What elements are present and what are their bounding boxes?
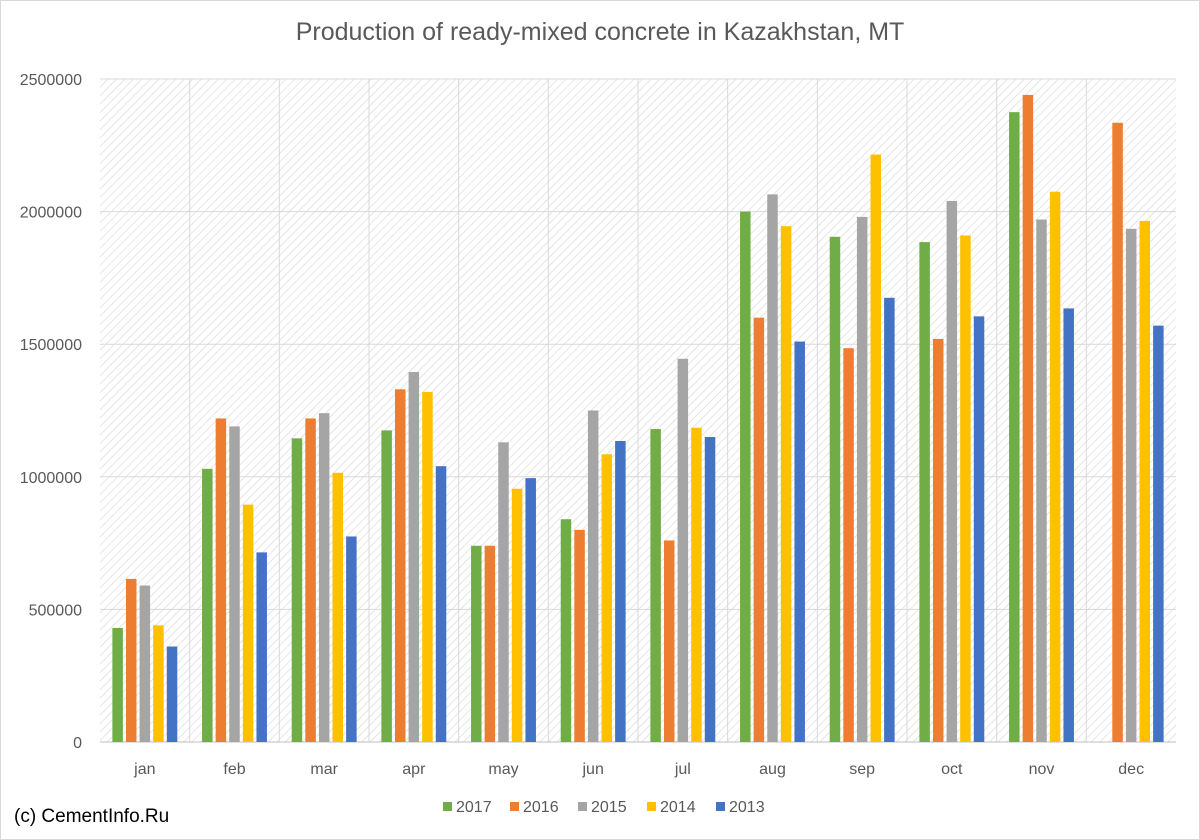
bar-2017-nov (1009, 112, 1020, 742)
bar-2014-jul (691, 427, 702, 742)
x-category-label: sep (849, 761, 875, 778)
bar-2015-jan (139, 585, 151, 742)
bar-2016-jun (574, 529, 585, 742)
bar-2017-feb (202, 468, 213, 742)
x-category-label: nov (1029, 761, 1055, 778)
legend-swatch-2015 (578, 802, 587, 811)
bar-2014-nov (1049, 191, 1061, 742)
legend-swatch-2014 (647, 802, 656, 811)
x-category-label: jul (674, 761, 691, 778)
bar-2014-feb (242, 504, 254, 742)
legend-swatch-2013 (716, 802, 725, 811)
x-category-label: feb (223, 761, 245, 778)
bar-2015-feb (229, 426, 240, 742)
bar-2013-nov (1063, 308, 1074, 742)
bar-2016-dec (1112, 122, 1123, 743)
bar-2013-may (525, 478, 536, 742)
x-category-label: oct (941, 761, 963, 778)
bar-2016-feb (215, 418, 227, 742)
x-category-label: dec (1118, 761, 1144, 778)
bar-2017-apr (381, 430, 392, 742)
legend-label-2015: 2015 (591, 799, 627, 816)
bar-2014-apr (422, 391, 433, 742)
legend-label-2016: 2016 (523, 799, 559, 816)
bar-2013-sep (884, 297, 895, 742)
legend-swatch-2017 (443, 802, 452, 811)
bar-2015-dec (1125, 228, 1137, 742)
bar-2013-aug (794, 341, 805, 742)
chart-title: Production of ready-mixed concrete in Ka… (295, 18, 905, 46)
bar-2016-jan (125, 578, 137, 742)
legend-swatch-2016 (510, 802, 519, 811)
bar-2014-jun (601, 454, 613, 742)
bar-2013-feb (256, 552, 267, 742)
bar-2016-nov (1022, 94, 1034, 743)
bar-2016-sep (843, 348, 854, 742)
bar-2017-jul (650, 429, 661, 742)
bar-2017-aug (740, 211, 751, 743)
bar-2013-jul (704, 437, 716, 742)
bar-2015-nov (1036, 219, 1047, 742)
y-tick-label: 1000000 (20, 470, 82, 487)
bar-2017-jun (560, 519, 572, 742)
legend-label-2014: 2014 (660, 799, 696, 816)
y-tick-label: 2000000 (20, 205, 82, 222)
bar-2013-jun (615, 440, 626, 742)
bar-2016-aug (753, 317, 765, 742)
bar-2014-mar (332, 472, 344, 742)
bar-2014-oct (960, 235, 971, 742)
bar-2014-jan (153, 625, 164, 742)
x-category-label: aug (759, 761, 786, 778)
bar-2014-dec (1139, 220, 1151, 742)
legend-label-2013: 2013 (729, 799, 765, 816)
bar-2014-may (511, 488, 523, 742)
copyright-text: (c) CementInfo.Ru (14, 806, 170, 827)
bar-2017-may (471, 545, 482, 742)
bar-2016-jul (663, 540, 675, 742)
x-category-label: apr (402, 761, 426, 778)
bar-2015-oct (946, 200, 958, 742)
bar-2016-apr (394, 389, 406, 742)
bar-2016-may (484, 545, 496, 742)
x-category-label: jan (133, 761, 155, 778)
y-tick-label: 0 (73, 735, 82, 752)
bar-2016-oct (932, 338, 944, 742)
bar-2013-apr (435, 466, 447, 742)
bar-2014-aug (780, 226, 792, 742)
y-tick-label: 500000 (29, 602, 82, 619)
bar-2017-oct (919, 242, 930, 742)
bar-2015-jul (677, 358, 689, 742)
bar-2013-jan (166, 646, 178, 742)
x-category-label: mar (310, 761, 338, 778)
bar-2017-mar (291, 438, 303, 742)
bar-2014-sep (870, 154, 882, 742)
bar-2015-apr (408, 372, 420, 742)
bar-2015-aug (767, 194, 778, 742)
bar-2013-oct (973, 316, 985, 742)
bar-2015-jun (587, 410, 599, 742)
y-tick-label: 2500000 (20, 72, 82, 89)
bar-2017-jan (112, 627, 123, 742)
bar-2017-sep (829, 236, 841, 742)
x-category-label: may (488, 761, 518, 778)
y-tick-label: 1500000 (20, 337, 82, 354)
bar-2015-mar (318, 413, 330, 742)
bar-2013-dec (1153, 325, 1164, 742)
bar-2013-mar (346, 536, 357, 742)
legend-label-2017: 2017 (456, 799, 492, 816)
bar-2015-may (498, 442, 509, 742)
bar-2015-sep (856, 216, 868, 743)
x-category-label: jun (581, 761, 603, 778)
bar-2016-mar (305, 418, 316, 742)
